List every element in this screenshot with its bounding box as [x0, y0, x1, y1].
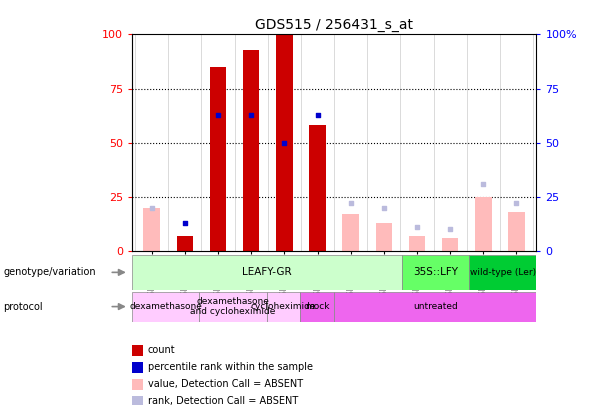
- Text: count: count: [148, 345, 175, 355]
- Text: protocol: protocol: [3, 302, 43, 311]
- Text: genotype/variation: genotype/variation: [3, 267, 96, 277]
- Bar: [343, 214, 359, 251]
- Bar: [199, 292, 267, 322]
- Title: GDS515 / 256431_s_at: GDS515 / 256431_s_at: [255, 18, 413, 32]
- Bar: [300, 292, 334, 322]
- Bar: [132, 292, 199, 322]
- Point: [246, 111, 256, 118]
- Text: rank, Detection Call = ABSENT: rank, Detection Call = ABSENT: [148, 396, 298, 405]
- Point: [412, 224, 422, 230]
- Bar: [267, 292, 300, 322]
- Bar: [132, 255, 402, 290]
- Text: dexamethasone: dexamethasone: [129, 302, 202, 311]
- Text: dexamethasone
and cycloheximide: dexamethasone and cycloheximide: [190, 297, 276, 316]
- Bar: [442, 238, 459, 251]
- Bar: [276, 34, 292, 251]
- Bar: [469, 255, 536, 290]
- Bar: [334, 292, 536, 322]
- Bar: [243, 49, 259, 251]
- Point: [213, 111, 223, 118]
- Point: [280, 139, 289, 146]
- Bar: [475, 197, 492, 251]
- Bar: [210, 67, 226, 251]
- Bar: [409, 236, 425, 251]
- Bar: [508, 212, 525, 251]
- Bar: [309, 126, 326, 251]
- Point: [147, 205, 156, 211]
- Text: percentile rank within the sample: percentile rank within the sample: [148, 362, 313, 372]
- Text: cycloheximide: cycloheximide: [251, 302, 316, 311]
- Point: [180, 220, 190, 226]
- Point: [445, 226, 455, 232]
- Point: [346, 200, 356, 207]
- Text: mock: mock: [305, 302, 329, 311]
- Point: [478, 181, 488, 187]
- Text: LEAFY-GR: LEAFY-GR: [242, 267, 291, 277]
- Bar: [402, 255, 469, 290]
- Text: untreated: untreated: [413, 302, 458, 311]
- Text: value, Detection Call = ABSENT: value, Detection Call = ABSENT: [148, 379, 303, 389]
- Point: [379, 205, 389, 211]
- Bar: [376, 223, 392, 251]
- Bar: [143, 208, 160, 251]
- Point: [512, 200, 522, 207]
- Bar: [177, 236, 193, 251]
- Text: wild-type (Ler): wild-type (Ler): [470, 268, 536, 277]
- Text: 35S::LFY: 35S::LFY: [413, 267, 458, 277]
- Point: [313, 111, 322, 118]
